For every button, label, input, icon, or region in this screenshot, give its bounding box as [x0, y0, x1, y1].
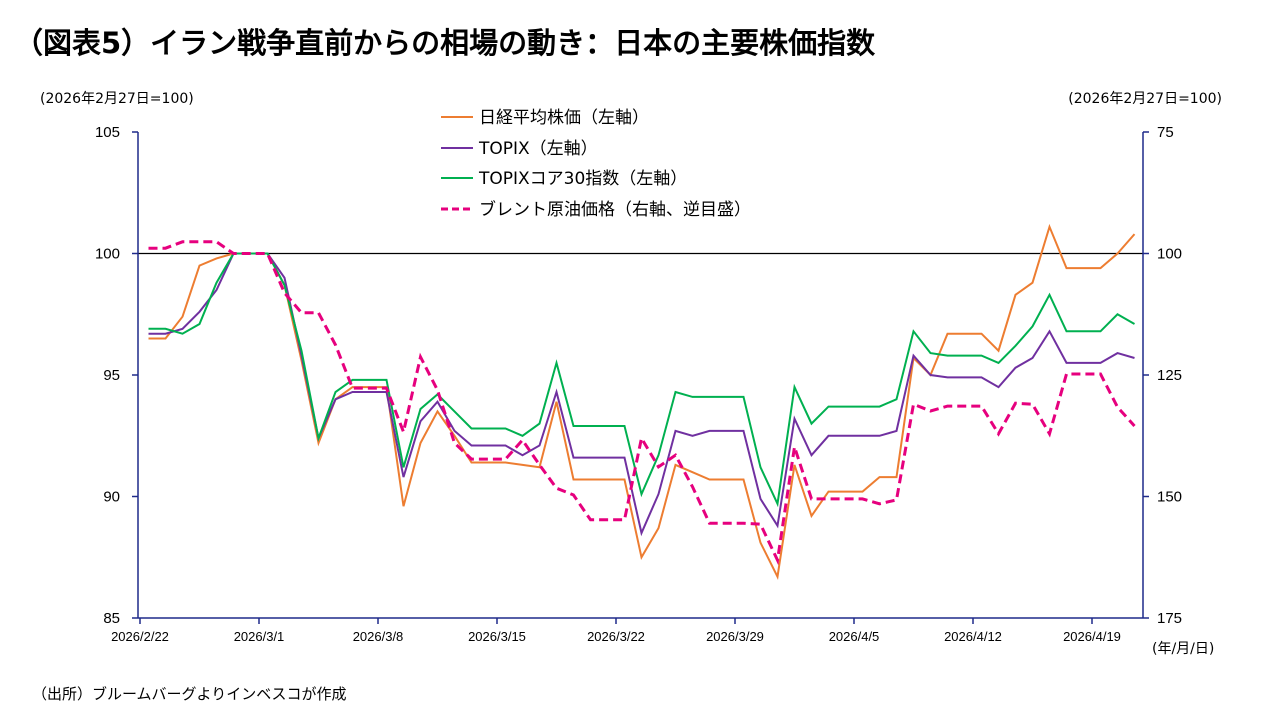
right-axis-unit: (2026年2月27日=100): [1068, 91, 1222, 107]
x-axis-tick-label: 2026/3/29: [706, 629, 764, 644]
source-note: （出所）ブルームバーグよりインベスコが作成: [32, 685, 347, 703]
x-axis-tick-label: 2026/4/12: [944, 629, 1002, 644]
right-axis-tick-label: 150: [1157, 489, 1182, 506]
legend-label-2: TOPIXコア30指数（左軸）: [478, 169, 687, 189]
right-axis-tick-label: 100: [1157, 246, 1182, 263]
series-line-0: [148, 223, 1136, 580]
chart-title: （図表5）イラン戦争直前からの相場の動き：日本の主要株価指数: [14, 26, 876, 60]
legend-label-0: 日経平均株価（左軸）: [479, 108, 649, 128]
legend-label-1: TOPIX（左軸）: [478, 139, 598, 159]
left-axis-tick-label: 85: [103, 610, 120, 627]
x-axis-tick-label: 2026/3/15: [468, 629, 526, 644]
x-axis-tick-label: 2026/3/1: [234, 629, 285, 644]
x-axis-tick-label: 2026/2/22: [111, 629, 169, 644]
x-axis-tick-label: 2026/3/8: [353, 629, 404, 644]
series-line-3: [148, 240, 1136, 566]
x-axis-tick-label: 2026/4/19: [1063, 629, 1121, 644]
left-axis-tick-label: 95: [103, 367, 120, 384]
x-axis-tick-label: 2026/3/22: [587, 629, 645, 644]
left-axis-tick-label: 90: [103, 489, 120, 506]
right-axis-tick-label: 125: [1157, 367, 1182, 384]
left-axis-tick-label: 105: [95, 124, 120, 141]
x-axis-unit: (年/月/日): [1152, 641, 1215, 657]
legend-label-3: ブレント原油価格（右軸、逆目盛）: [479, 199, 751, 220]
x-axis-tick-label: 2026/4/5: [829, 629, 880, 644]
left-axis-tick-label: 100: [95, 246, 120, 263]
right-axis-tick-label: 75: [1157, 124, 1174, 141]
series-line-2: [148, 252, 1135, 508]
right-axis-tick-label: 175: [1157, 610, 1182, 627]
left-axis-unit: (2026年2月27日=100): [40, 91, 194, 107]
